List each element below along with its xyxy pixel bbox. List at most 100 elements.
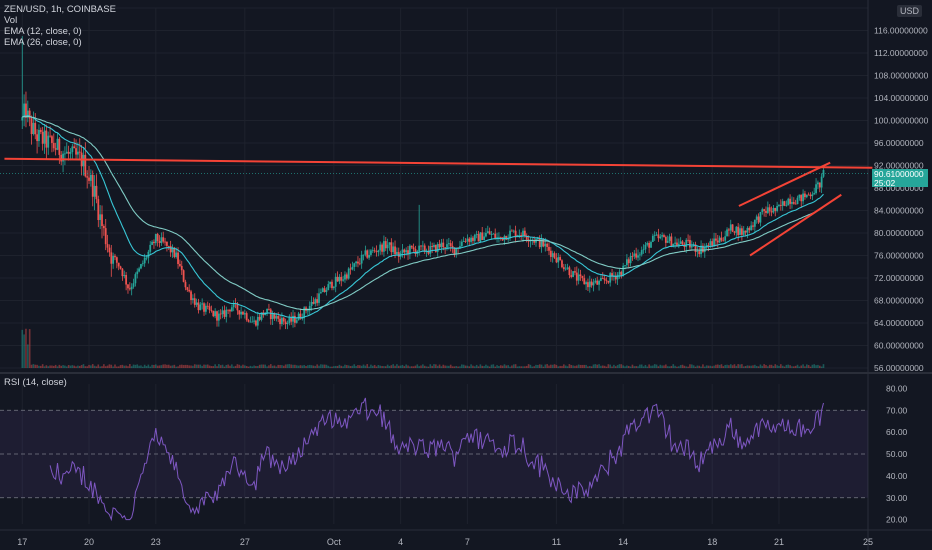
candle-body (26, 110, 29, 118)
candle-body (388, 242, 391, 245)
volume-bar (336, 365, 339, 368)
volume-bar (770, 364, 773, 368)
volume-bar (507, 365, 509, 368)
volume-bar (32, 364, 35, 368)
legend-vol[interactable]: Vol (4, 15, 18, 26)
legend-ema26[interactable]: EMA (26, close, 0) (4, 37, 82, 48)
price-tick-label: 64.00000000 (874, 318, 924, 328)
volume-bar (405, 364, 407, 368)
volume-bar (201, 365, 203, 368)
volume-bar (655, 364, 658, 368)
rsi-line (49, 397, 824, 522)
volume-bar (262, 364, 265, 368)
candle-body (473, 234, 476, 241)
candle-body (199, 304, 202, 311)
volume-bar (546, 364, 548, 368)
volume-bar (538, 364, 541, 368)
candle-body (195, 302, 198, 305)
candle-body (147, 251, 150, 258)
rsi-tick-label: 20.00 (886, 515, 908, 525)
volume-bar (310, 365, 313, 368)
volume-bar (149, 366, 152, 368)
volume-bar (703, 366, 706, 368)
candle-body (694, 244, 697, 252)
candle-body (631, 256, 634, 257)
volume-bar (657, 366, 660, 368)
candle-body (145, 257, 148, 259)
candle-body (180, 265, 183, 271)
candle-body (750, 225, 753, 231)
volume-bar (182, 365, 185, 368)
currency-badge[interactable]: USD (896, 5, 922, 17)
volume-bar (681, 364, 684, 368)
volume-bar (58, 364, 61, 368)
volume-bar (64, 365, 66, 368)
candle-body (186, 287, 189, 290)
volume-bar (188, 365, 190, 368)
candle-body (295, 320, 298, 323)
candle-body (203, 303, 205, 312)
candle-body (566, 267, 569, 269)
volume-bar (574, 365, 576, 368)
candle-body (570, 275, 573, 277)
candle-body (577, 274, 580, 281)
candle-body (601, 277, 604, 279)
candle-body (355, 261, 358, 264)
volume-bar (748, 365, 751, 368)
candle-body (162, 237, 165, 242)
volume-bar (229, 365, 231, 368)
time-tick-label: 18 (707, 537, 717, 547)
volume-bar (208, 365, 211, 368)
candle-body (588, 281, 591, 288)
candle-body (776, 205, 779, 211)
legend-ema12[interactable]: EMA (12, close, 0) (4, 26, 82, 37)
candle-body (611, 273, 613, 277)
candle-body (715, 238, 717, 241)
volume-bar (383, 366, 385, 368)
volume-bar (40, 365, 42, 368)
volume-bar (711, 366, 714, 368)
volume-bar (142, 366, 144, 368)
candle-body (440, 242, 443, 248)
volume-bar (127, 366, 129, 368)
price-tick-label: 88.00000000 (874, 183, 924, 193)
candle-body (442, 242, 445, 248)
candle-body (520, 235, 523, 237)
volume-bar (305, 365, 307, 368)
volume-bar (700, 366, 702, 368)
candle-body (210, 310, 213, 311)
candle-body (766, 207, 769, 213)
volume-bar (95, 366, 98, 368)
volume-bar (742, 366, 745, 368)
candle-body (84, 154, 87, 177)
candle-body (331, 281, 333, 289)
candle-body (217, 313, 220, 321)
candle-body (633, 253, 636, 257)
volume-bar (518, 366, 521, 368)
trendlines (0, 157, 873, 257)
candle-body (255, 320, 257, 326)
volume-bar (25, 328, 27, 368)
volume-bar (761, 365, 764, 368)
volume-bar (522, 366, 524, 368)
volume-bar (713, 365, 715, 368)
volume-bar (505, 365, 508, 368)
volume-bar (286, 364, 289, 368)
rsi-tick-label: 50.00 (886, 449, 908, 459)
volume-bar (605, 366, 608, 368)
candle-body (225, 309, 228, 317)
volume-bar (635, 366, 637, 368)
rsi-legend[interactable]: RSI (14, close) (4, 377, 67, 388)
candle-body (659, 236, 662, 239)
candle-body (792, 202, 795, 204)
candle-body (423, 245, 426, 252)
volume-bars (21, 328, 825, 368)
volume-bar (665, 364, 667, 368)
volume-bar (154, 364, 157, 368)
volume-bar (193, 364, 196, 368)
volume-bar (359, 365, 361, 368)
symbol-line[interactable]: ZEN/USD, 1h, COINBASE (4, 4, 116, 15)
volume-bar (257, 366, 259, 368)
candle-body (436, 243, 439, 252)
candle-body (681, 241, 684, 245)
